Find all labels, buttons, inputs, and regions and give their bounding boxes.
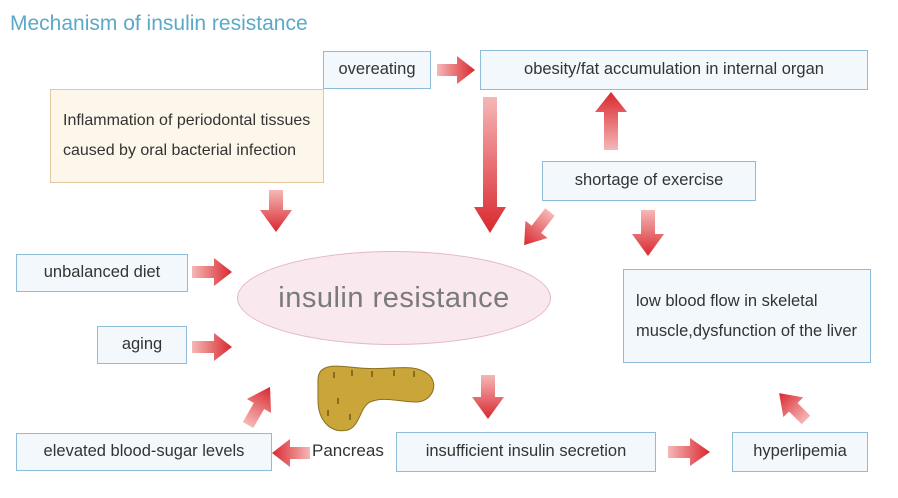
aging-label: aging xyxy=(121,335,163,354)
diagram-title: Mechanism of insulin resistance xyxy=(10,12,308,35)
low-blood-flow-box: low blood flow in skeletal muscle,dysfun… xyxy=(623,269,871,363)
elevated-sugar-box: elevated blood-sugar levels xyxy=(16,433,272,471)
insufficient-secretion-box: insufficient insulin secretion xyxy=(396,432,656,472)
inflammation-label: Inflammation of periodontal tissues caus… xyxy=(63,112,311,159)
arrow-secretion-to-hyperlipemia xyxy=(668,438,710,466)
insulin-resistance-node: insulin resistance xyxy=(237,251,551,345)
overeating-label: overeating xyxy=(338,60,416,79)
hyperlipemia-box: hyperlipemia xyxy=(732,432,868,472)
arrow-inflammation-down xyxy=(260,190,292,232)
arrow-diet-right xyxy=(192,258,232,286)
shortage-exercise-label: shortage of exercise xyxy=(574,171,724,190)
arrow-pancreas-to-sugar xyxy=(272,439,310,467)
arrow-exercise-to-resistance xyxy=(524,208,555,246)
arrow-sugar-to-resistance xyxy=(242,386,272,428)
arrow-exercise-to-bloodflow xyxy=(632,210,664,256)
arrow-obesity-down xyxy=(474,97,506,233)
pancreas-label: Pancreas xyxy=(312,441,384,460)
arrow-overeating-to-obesity xyxy=(437,56,475,84)
low-blood-flow-label: low blood flow in skeletal muscle,dysfun… xyxy=(636,292,858,340)
hyperlipemia-label: hyperlipemia xyxy=(753,442,847,461)
insufficient-secretion-label: insufficient insulin secretion xyxy=(425,442,627,461)
arrow-exercise-to-obesity xyxy=(595,92,627,150)
pancreas-icon xyxy=(317,365,435,432)
inflammation-box: Inflammation of periodontal tissues caus… xyxy=(50,89,324,183)
aging-box: aging xyxy=(97,326,187,364)
insulin-resistance-label: insulin resistance xyxy=(278,281,510,314)
arrow-aging-right xyxy=(192,333,232,361)
overeating-box: overeating xyxy=(323,51,431,89)
elevated-sugar-label: elevated blood-sugar levels xyxy=(43,442,245,461)
obesity-box: obesity/fat accumulation in internal org… xyxy=(480,50,868,90)
unbalanced-diet-label: unbalanced diet xyxy=(43,263,161,282)
arrow-hyperlipemia-to-bloodflow xyxy=(779,393,811,425)
unbalanced-diet-box: unbalanced diet xyxy=(16,254,188,292)
shortage-exercise-box: shortage of exercise xyxy=(542,161,756,201)
obesity-label: obesity/fat accumulation in internal org… xyxy=(524,60,824,79)
arrow-resistance-to-secretion xyxy=(472,375,504,419)
